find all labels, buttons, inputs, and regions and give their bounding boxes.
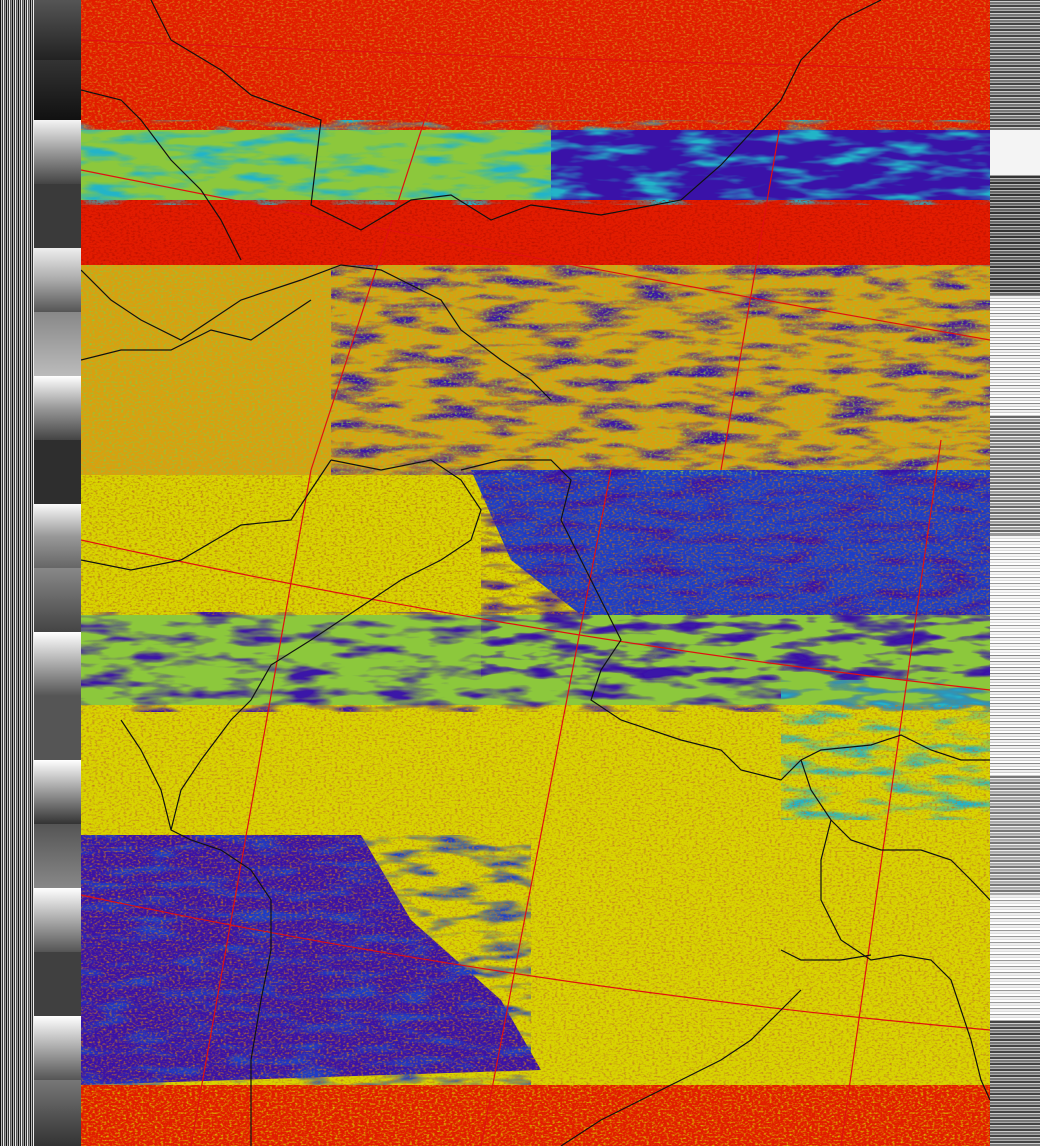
cold-cloud-streaks: [81, 120, 990, 1085]
telemetry-strip-right: [990, 0, 1040, 1146]
sync-noise-strip-left: [0, 0, 34, 1146]
satellite-false-color-image: [81, 0, 990, 1146]
country-borders: [81, 0, 990, 1146]
warm-speckle-layer: [81, 0, 990, 1146]
telemetry-wedge-strip-left: [34, 0, 81, 1146]
graticule-grid: [81, 39, 990, 1146]
